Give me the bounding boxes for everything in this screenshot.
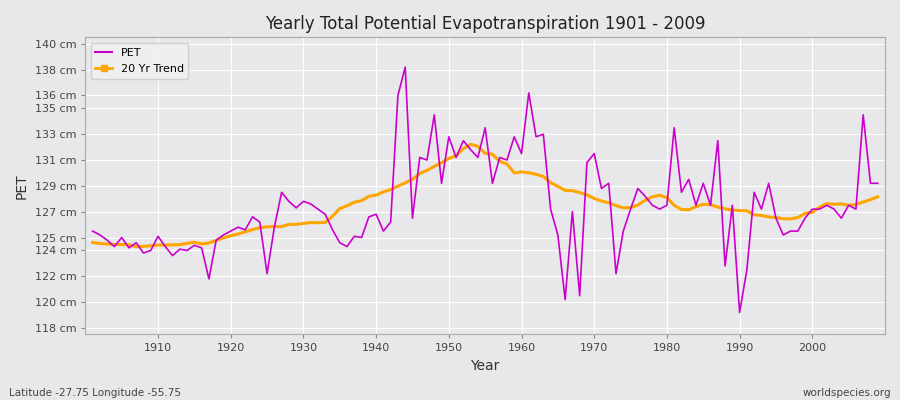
Title: Yearly Total Potential Evapotranspiration 1901 - 2009: Yearly Total Potential Evapotranspiratio… bbox=[265, 15, 706, 33]
Text: worldspecies.org: worldspecies.org bbox=[803, 388, 891, 398]
X-axis label: Year: Year bbox=[471, 359, 500, 373]
Text: Latitude -27.75 Longitude -55.75: Latitude -27.75 Longitude -55.75 bbox=[9, 388, 181, 398]
Y-axis label: PET: PET bbox=[15, 173, 29, 199]
Legend: PET, 20 Yr Trend: PET, 20 Yr Trend bbox=[91, 43, 188, 79]
